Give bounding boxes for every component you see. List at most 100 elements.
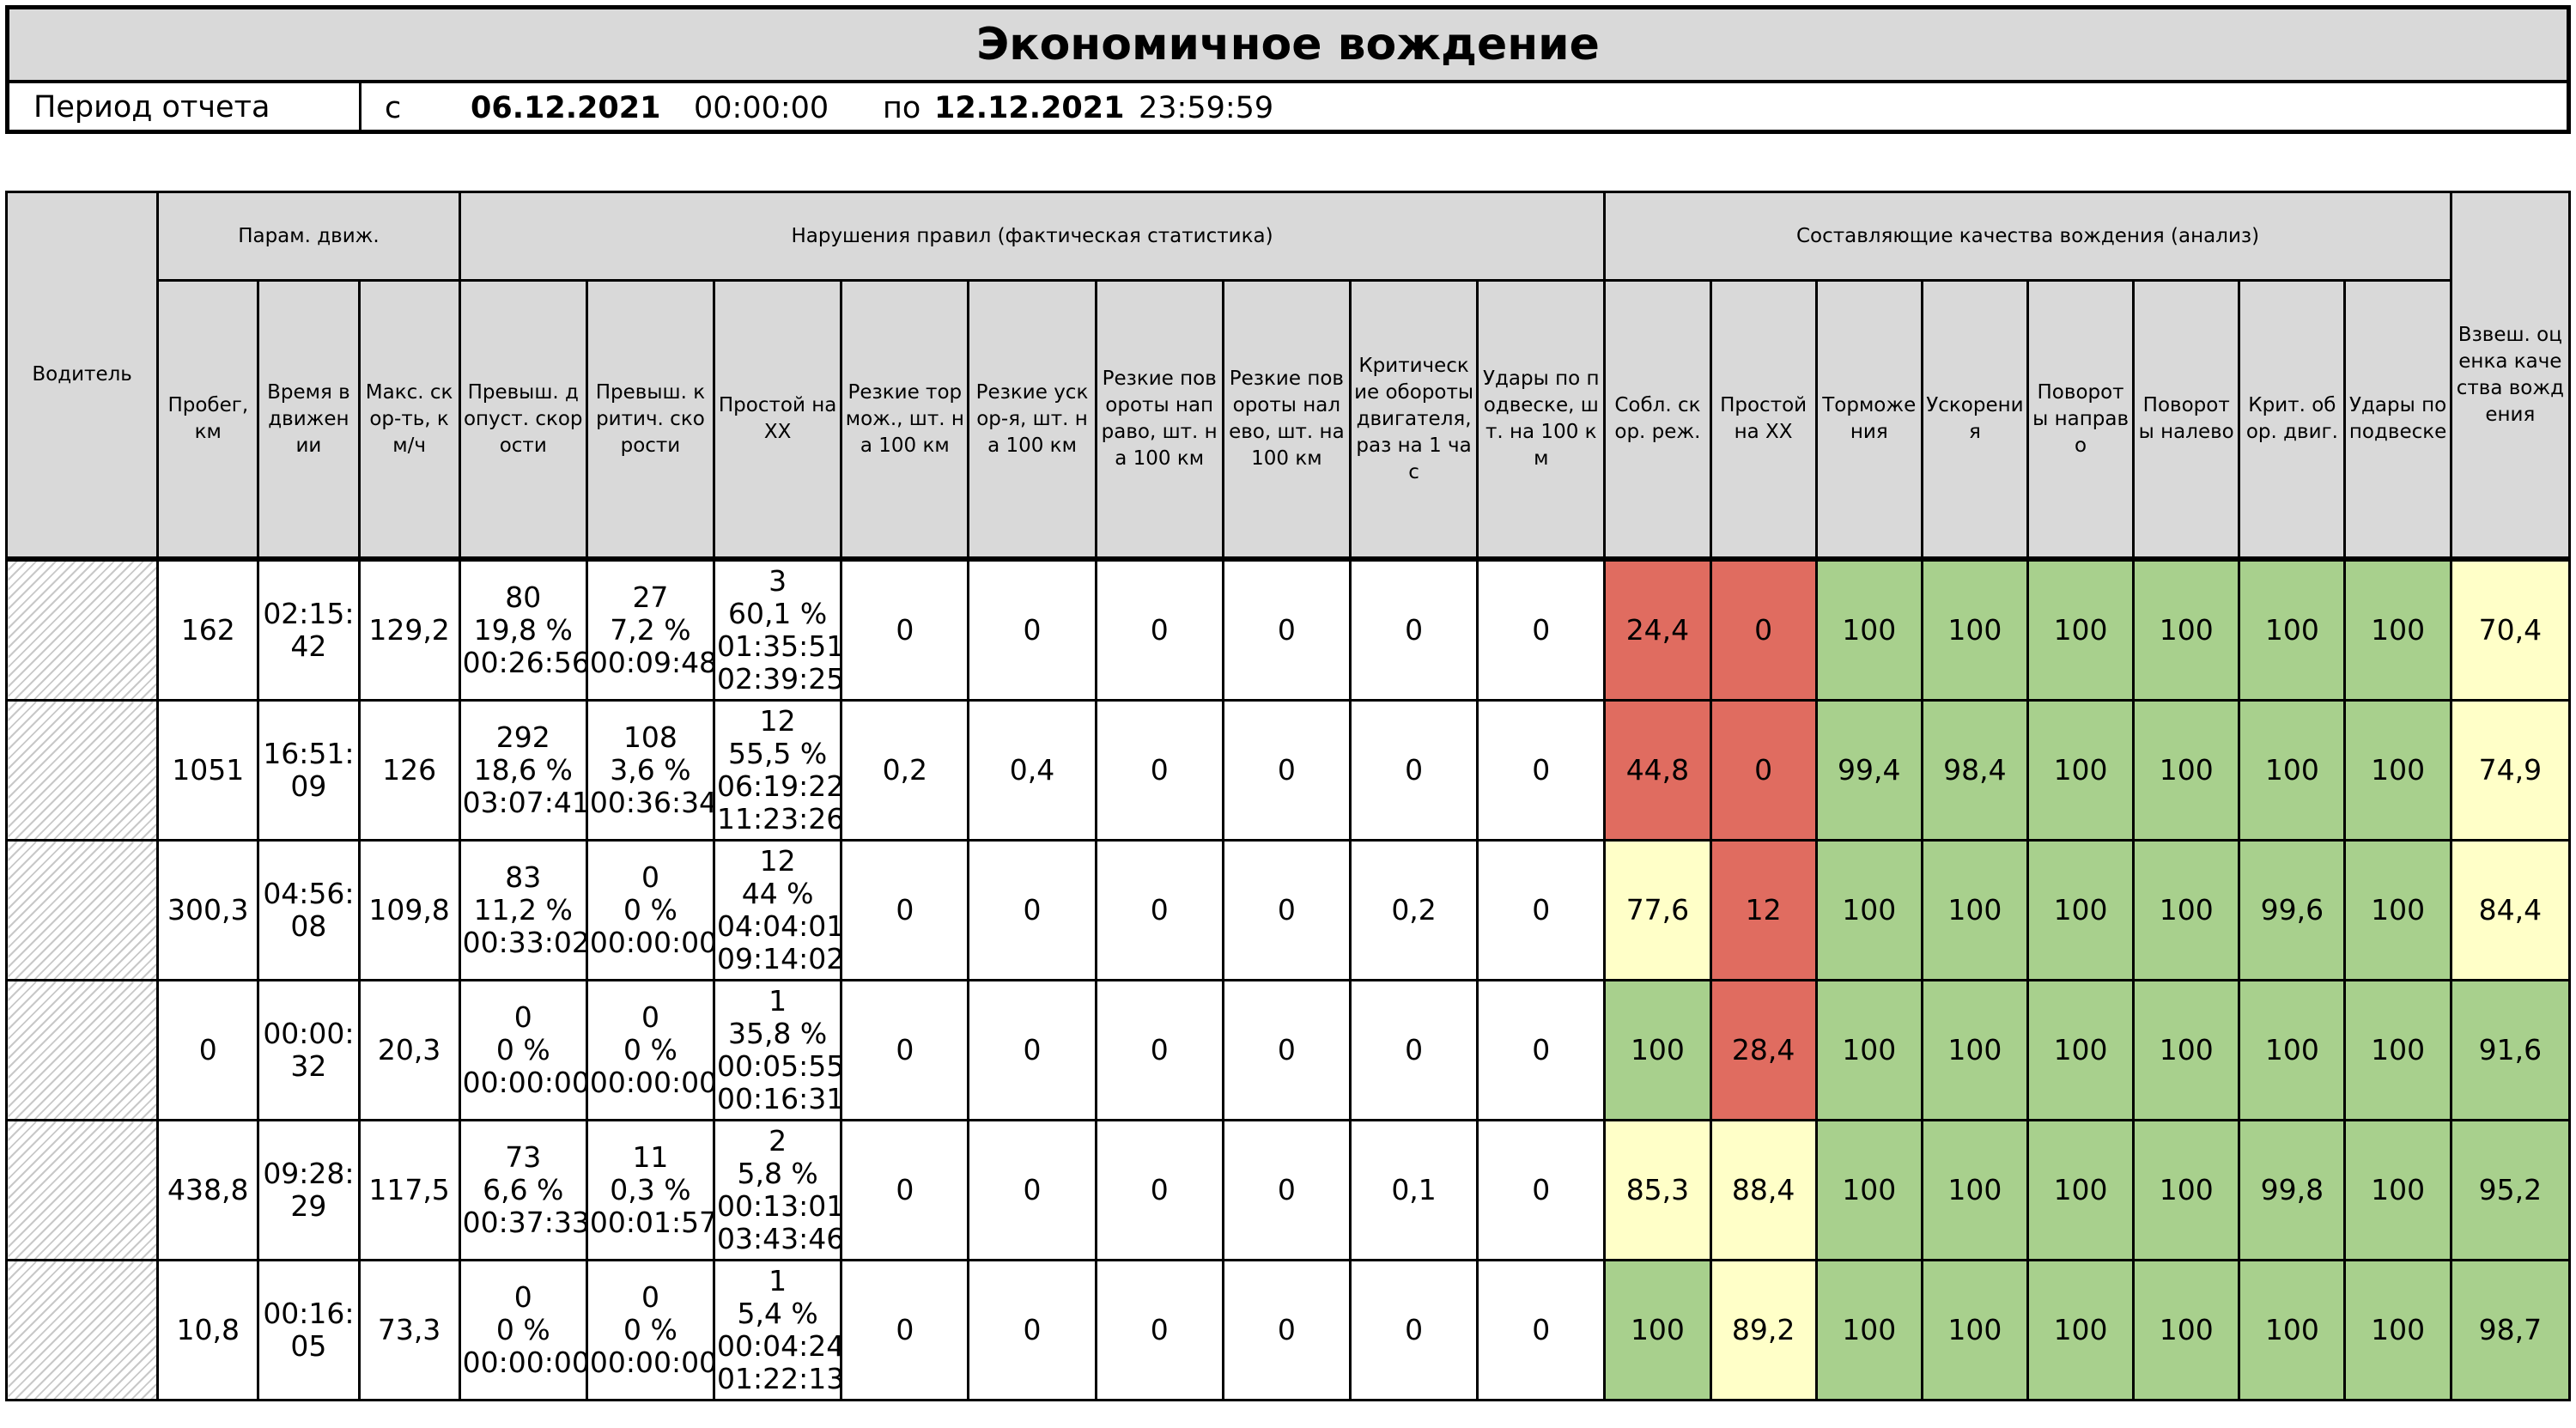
data-cell: 0 0 % 00:00:00 xyxy=(585,839,716,981)
data-cell: 0 xyxy=(1221,1259,1352,1401)
data-cell: 126 xyxy=(357,699,461,842)
column-header: Критические обороты двигателя, раз на 1 … xyxy=(1348,279,1479,561)
data-cell: 85,3 xyxy=(1603,1119,1712,1261)
data-cell: 04:56: 08 xyxy=(257,839,361,981)
data-cell: 99,4 xyxy=(1814,699,1923,842)
data-cell: 10,8 xyxy=(156,1259,260,1401)
data-cell: 1051 xyxy=(156,699,260,842)
column-header: Удары по подвеске xyxy=(2343,279,2452,561)
data-cell: 11 0,3 % 00:01:57 xyxy=(585,1119,716,1261)
table-row: 162 02:15: 42 129,2 80 19,8 % 00:26:56 27 7,… xyxy=(4,556,2572,702)
data-cell: 100 xyxy=(2343,839,2452,981)
data-cell: 0,2 xyxy=(840,699,970,842)
weighted-score-cell: 74,9 xyxy=(2449,699,2572,842)
data-cell: 100 xyxy=(1814,556,1923,702)
data-cell: 100 xyxy=(2132,699,2241,842)
data-cell: 100 xyxy=(2238,556,2347,702)
driver-cell xyxy=(4,1259,160,1401)
data-cell: 129,2 xyxy=(357,556,461,702)
data-cell: 0 xyxy=(967,839,1097,981)
data-cell: 3 60,1 % 01:35:51 02:39:25 xyxy=(713,556,843,702)
driver-cell xyxy=(4,556,160,702)
data-cell: 0 xyxy=(840,1259,970,1401)
data-cell: 100 xyxy=(2238,1259,2347,1401)
data-cell: 0 xyxy=(1094,1119,1224,1261)
data-cell: 0,2 xyxy=(1348,839,1479,981)
data-cell: 0 xyxy=(967,556,1097,702)
column-header: Время в движении xyxy=(257,279,361,561)
column-header: Простой на ХХ xyxy=(713,279,843,561)
data-cell: 100 xyxy=(2343,1119,2452,1261)
data-cell: 16:51: 09 xyxy=(257,699,361,842)
data-cell: 0 0 % 00:00:00 xyxy=(458,1259,588,1401)
data-cell: 00:16: 05 xyxy=(257,1259,361,1401)
data-cell: 100 xyxy=(1814,1119,1923,1261)
quality-group-header: Составляющие качества вождения (анализ) xyxy=(1603,191,2452,282)
data-cell: 100 xyxy=(1814,1259,1923,1401)
table-body: 162 02:15: 42 129,2 80 19,8 % 00:26:56 27 7,… xyxy=(4,556,2572,1401)
data-cell: 12 44 % 04:04:01 09:14:02 xyxy=(713,839,843,981)
data-cell: 77,6 xyxy=(1603,839,1712,981)
weighted-score-cell: 98,7 xyxy=(2449,1259,2572,1401)
data-cell: 100 xyxy=(1920,839,2029,981)
data-cell: 80 19,8 % 00:26:56 xyxy=(458,556,588,702)
data-cell: 0 0 % 00:00:00 xyxy=(585,1259,716,1401)
column-header: Резкие тормож., шт. на 100 км xyxy=(840,279,970,561)
data-cell: 20,3 xyxy=(357,979,461,1121)
data-cell: 0 xyxy=(1348,1259,1479,1401)
data-cell: 100 xyxy=(2238,699,2347,842)
data-cell: 28,4 xyxy=(1709,979,1818,1121)
data-cell: 438,8 xyxy=(156,1119,260,1261)
data-cell: 100 xyxy=(2132,1259,2241,1401)
data-cell: 0 xyxy=(1221,556,1352,702)
column-header: Удары по подвеске, шт. на 100 км xyxy=(1476,279,1607,561)
driver-cell xyxy=(4,699,160,842)
column-header: Повороты налево xyxy=(2132,279,2241,561)
period-label: Период отчета xyxy=(9,83,361,131)
motion-group-header: Парам. движ. xyxy=(156,191,461,282)
data-cell: 100 xyxy=(2238,979,2347,1121)
period-from-date: 06.12.2021 xyxy=(471,91,661,125)
column-header: Пробег, км xyxy=(156,279,260,561)
data-cell: 1 5,4 % 00:04:24 01:22:13 xyxy=(713,1259,843,1401)
data-cell: 0 xyxy=(1094,699,1224,842)
driver-header: Водитель xyxy=(4,191,160,561)
data-cell: 100 xyxy=(1814,979,1923,1121)
weighted-score-cell: 70,4 xyxy=(2449,556,2572,702)
report-header: Экономичное вождение Период отчета xyxy=(5,5,2571,134)
data-cell: 88,4 xyxy=(1709,1119,1818,1261)
data-cell: 100 xyxy=(2343,556,2452,702)
data-cell: 0 xyxy=(1094,839,1224,981)
data-cell: 100 xyxy=(1603,979,1712,1121)
data-cell: 44,8 xyxy=(1603,699,1712,842)
data-cell: 0 xyxy=(1476,839,1607,981)
data-cell: 100 xyxy=(1603,1259,1712,1401)
data-cell: 292 18,6 % 03:07:41 xyxy=(458,699,588,842)
data-cell: 00:00: 32 xyxy=(257,979,361,1121)
violations-group-header: Нарушения правил (фактическая статистика… xyxy=(458,191,1607,282)
data-cell: 0,4 xyxy=(967,699,1097,842)
data-cell: 100 xyxy=(1814,839,1923,981)
table-row: 10,8 00:16: 05 73,3 0 0 % 00:00:00 0 0 % 00:… xyxy=(4,1259,2572,1401)
data-cell: 0 xyxy=(840,979,970,1121)
data-cell: 73 6,6 % 00:37:33 xyxy=(458,1119,588,1261)
data-cell: 0 xyxy=(1094,556,1224,702)
driver-cell xyxy=(4,1119,160,1261)
period-row: Период отчета xyxy=(9,83,2567,131)
data-cell: 0 xyxy=(1094,979,1224,1121)
period-to-time: 23:59:59 xyxy=(1139,91,1274,125)
data-cell: 0 xyxy=(1348,556,1479,702)
column-header: Повороты направо xyxy=(2026,279,2136,561)
column-header: Резкие повороты налево, шт. на 100 км xyxy=(1221,279,1352,561)
data-cell: 0 0 % 00:00:00 xyxy=(585,979,716,1121)
data-cell: 0 xyxy=(840,839,970,981)
data-cell: 100 xyxy=(2026,1259,2136,1401)
data-cell: 98,4 xyxy=(1920,699,2029,842)
data-cell: 162 xyxy=(156,556,260,702)
column-header: Резкие ускор-я, шт. на 100 км xyxy=(967,279,1097,561)
data-cell: 100 xyxy=(2343,1259,2452,1401)
driver-cell xyxy=(4,839,160,981)
data-cell: 100 xyxy=(2343,699,2452,842)
period-to-date: 12.12.2021 xyxy=(934,91,1125,125)
data-cell: 73,3 xyxy=(357,1259,461,1401)
